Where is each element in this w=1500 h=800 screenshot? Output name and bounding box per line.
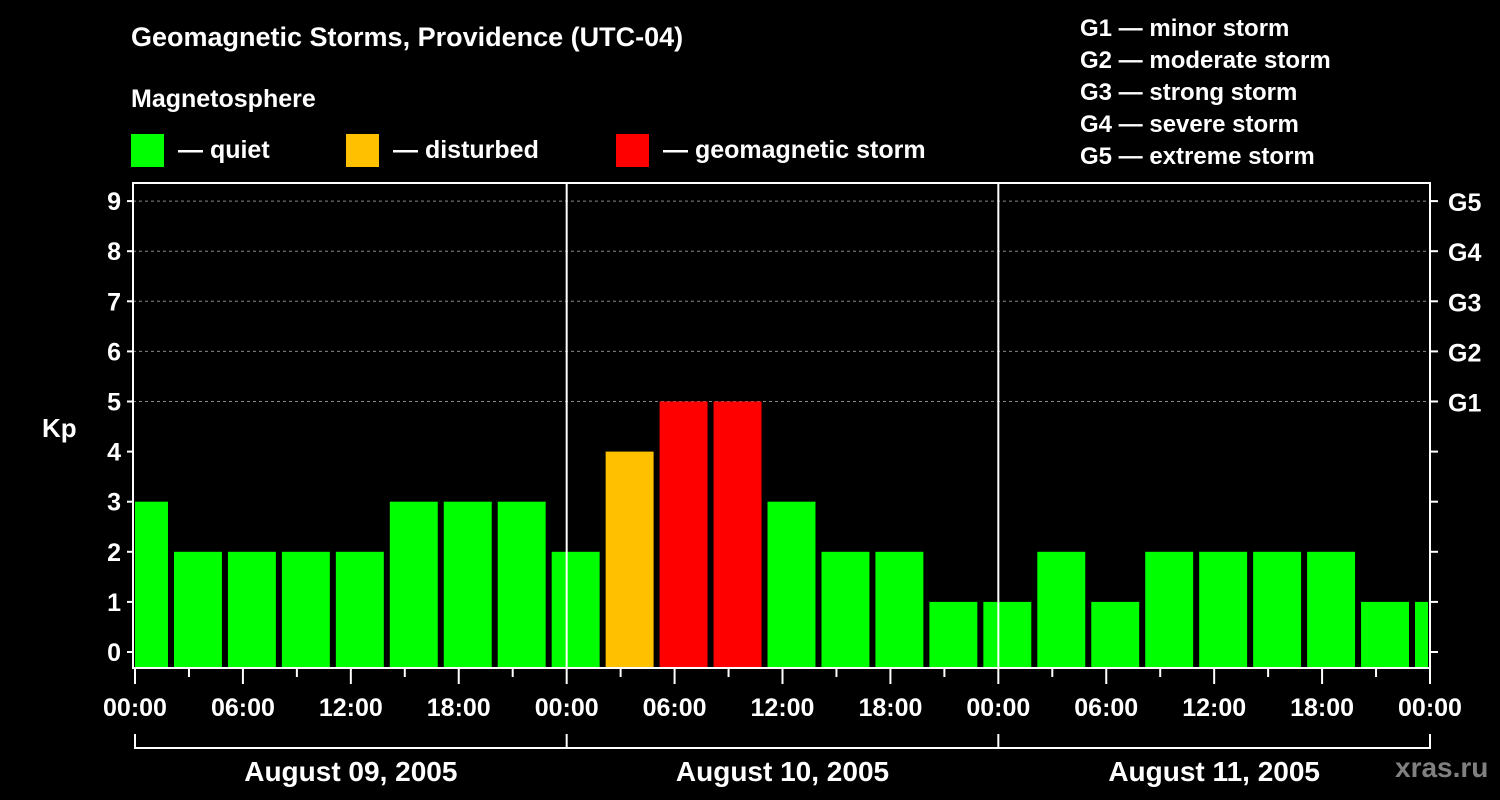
kp-bar (1253, 551, 1302, 668)
x-tick-label: 18:00 (427, 694, 491, 722)
kp-bar (1037, 551, 1086, 668)
chart-title: Geomagnetic Storms, Providence (UTC-04) (131, 22, 684, 52)
kp-bar (135, 501, 168, 668)
g-scale-item: G1 — minor storm (1080, 15, 1290, 42)
legend-disturbed: — disturbed (346, 134, 539, 167)
g-scale-item: G2 — moderate storm (1080, 47, 1331, 74)
x-tick-label: 18:00 (1290, 694, 1354, 722)
x-tick-label: 00:00 (1398, 694, 1462, 722)
kp-bar (551, 551, 600, 668)
kp-bar (659, 401, 708, 668)
kp-bar (875, 551, 924, 668)
watermark: xras.ru (1395, 752, 1489, 783)
y-tick-label: 4 (107, 439, 121, 467)
g-tick-label: G3 (1448, 289, 1481, 317)
kp-bar (605, 451, 654, 668)
g-tick-label: G5 (1448, 189, 1481, 217)
x-tick-label: 12:00 (1182, 694, 1246, 722)
y-tick-label: 9 (107, 188, 121, 216)
kp-bar (767, 501, 816, 668)
x-tick-label: 00:00 (966, 694, 1030, 722)
kp-bar (1415, 601, 1428, 668)
legend-label: — geomagnetic storm (663, 136, 926, 164)
legend-swatch-disturbed (346, 134, 379, 167)
kp-bar (227, 551, 276, 668)
kp-bar (1307, 551, 1356, 668)
y-tick-label: 5 (107, 389, 121, 417)
x-tick-label: 06:00 (211, 694, 275, 722)
kp-bar (281, 551, 330, 668)
g-scale-item: G5 — extreme storm (1080, 143, 1315, 170)
kp-bar (389, 501, 438, 668)
y-tick-label: 7 (107, 288, 121, 316)
kp-bar (497, 501, 546, 668)
day-label: August 10, 2005 (676, 756, 889, 787)
g-scale-item: G3 — strong storm (1080, 79, 1298, 106)
x-tick-label: 00:00 (535, 694, 599, 722)
y-axis-label: Kp (42, 413, 77, 443)
g-scale-item: G4 — severe storm (1080, 111, 1299, 138)
kp-bar (1091, 601, 1140, 668)
kp-bar (983, 601, 1032, 668)
kp-bar (1361, 601, 1410, 668)
g-tick-label: G4 (1448, 239, 1481, 267)
kp-bar (335, 551, 384, 668)
legend-swatch-storm (616, 134, 649, 167)
kp-bar (821, 551, 870, 668)
y-tick-label: 8 (107, 238, 121, 266)
legend-storm: — geomagnetic storm (616, 134, 926, 167)
x-tick-label: 06:00 (643, 694, 707, 722)
x-tick-label: 18:00 (858, 694, 922, 722)
kp-bar (173, 551, 222, 668)
y-tick-label: 0 (107, 639, 121, 667)
y-tick-label: 1 (107, 589, 121, 617)
day-bracket (134, 734, 1431, 749)
kp-bar (929, 601, 978, 668)
legend-quiet: — quiet (131, 134, 270, 167)
kp-bar (713, 401, 762, 668)
x-tick-label: 12:00 (319, 694, 383, 722)
g-tick-label: G1 (1448, 390, 1481, 418)
kp-bar (443, 501, 492, 668)
x-tick-label: 06:00 (1074, 694, 1138, 722)
day-label: August 09, 2005 (244, 756, 457, 787)
x-tick-label: 00:00 (103, 694, 167, 722)
y-tick-label: 6 (107, 338, 121, 366)
y-tick-label: 3 (107, 489, 121, 517)
x-tick-label: 12:00 (751, 694, 815, 722)
kp-bar (1145, 551, 1194, 668)
kp-bar (1199, 551, 1248, 668)
legend-title: Magnetosphere (131, 85, 316, 113)
legend-label: — disturbed (393, 136, 539, 164)
y-tick-label: 2 (107, 539, 121, 567)
g-tick-label: G2 (1448, 339, 1481, 367)
legend-swatch-quiet (131, 134, 164, 167)
legend-label: — quiet (178, 136, 270, 164)
day-label: August 11, 2005 (1108, 756, 1320, 787)
